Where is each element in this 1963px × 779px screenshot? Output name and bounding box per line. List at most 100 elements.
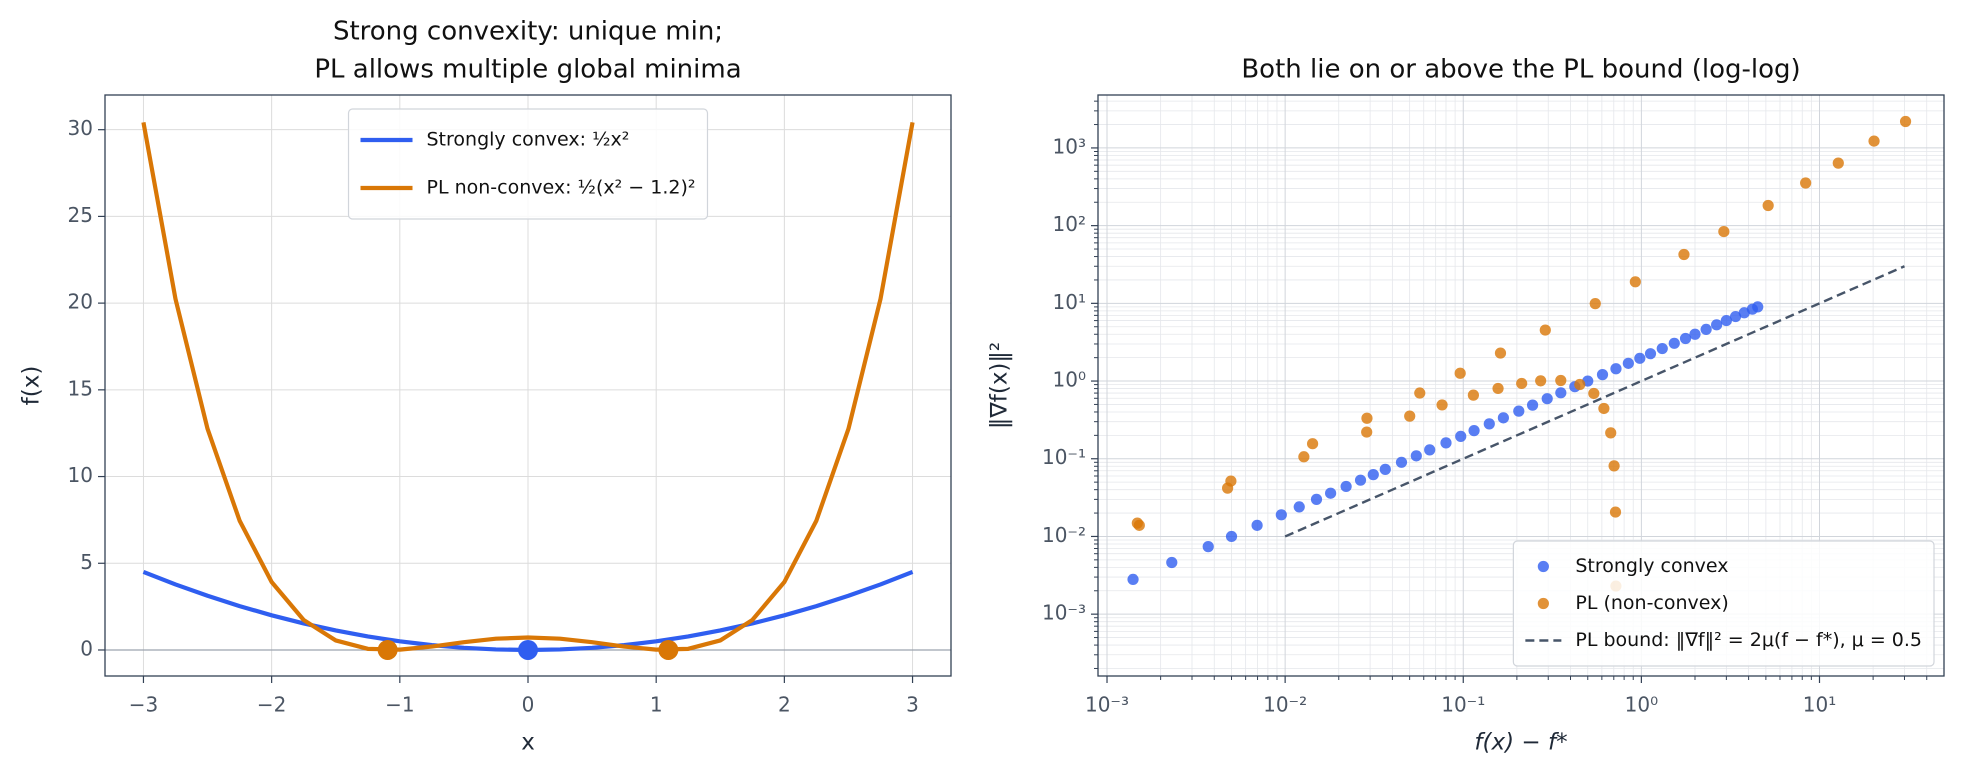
scatter-point [1574, 378, 1586, 391]
x-tick-label: 10⁰ [1625, 693, 1658, 717]
legend-box [347, 108, 709, 220]
scatter-point [1598, 402, 1610, 415]
axes-frame [1097, 94, 1945, 677]
scatter-point [1440, 437, 1452, 449]
plot-area [141, 122, 915, 660]
scatter-point [1629, 276, 1641, 288]
minimum-marker [377, 639, 398, 660]
y-axis-label: f(x) [19, 366, 45, 406]
legend-label: PL (non-convex) [1575, 592, 1728, 614]
y-tick-label: 0 [80, 636, 93, 660]
axes: 10⁻³ 10⁻² 10⁻¹ 10⁰ 10¹ 10⁻³ 10⁻² 10⁻¹ 10⁰ 10¹ 10² 1… [987, 55, 1945, 756]
y-tick-label: 15 [68, 376, 93, 400]
scatter-point [1644, 348, 1657, 360]
scatter-point [1634, 352, 1646, 364]
scatter-point [1293, 501, 1305, 513]
scatter-point [1668, 337, 1680, 349]
minimum-marker [658, 639, 679, 660]
scatter-point [1762, 199, 1774, 212]
scatter-point [1516, 377, 1528, 390]
scatter-point [1535, 375, 1547, 387]
minimum-marker [518, 639, 538, 660]
x-tick-label: 2 [778, 693, 791, 717]
y-tick-label: 25 [68, 203, 93, 227]
scatter-point [1513, 405, 1525, 417]
y-tick-label: 10⁰ [1053, 368, 1086, 392]
scatter-point [1610, 363, 1622, 375]
curve [141, 122, 915, 652]
x-tick-label: 0 [522, 693, 535, 717]
x-tick-label: 10¹ [1803, 693, 1836, 717]
y-tick-label: 10⁻¹ [1042, 445, 1086, 469]
chart-title: Strong convexity: unique min; [333, 17, 723, 47]
scatter-point [1455, 430, 1467, 442]
scatter-point [1678, 248, 1690, 261]
scatter-point [1436, 399, 1448, 411]
legend-box [1512, 540, 1935, 667]
plot-area [1127, 115, 1912, 592]
scatter-point [1424, 444, 1436, 456]
scatter-point [1729, 310, 1742, 323]
scatter-point [1340, 480, 1352, 493]
x-axis-label: f(x) − f* [1474, 730, 1567, 756]
legend-label: Strongly convex [1575, 555, 1728, 577]
scatter-point [1306, 438, 1319, 450]
scatter-point [1711, 319, 1723, 331]
scatter-point [1310, 493, 1323, 505]
scatter-point [1414, 387, 1426, 399]
scatter-point [1555, 374, 1567, 387]
scatter-point [1752, 301, 1764, 313]
scatter-point [1596, 369, 1609, 381]
scatter-point [1718, 225, 1730, 238]
x-tick-label: 3 [906, 693, 919, 717]
x-axis-label: x [521, 730, 535, 756]
scatter-point [1379, 463, 1391, 475]
scatter-point [1483, 418, 1495, 430]
scatter-point [1899, 115, 1912, 128]
legend: Strongly convex PL (non-convex) PL bound: … [1512, 540, 1935, 667]
y-tick-label: 10³ [1053, 134, 1086, 158]
legend-swatch [1537, 560, 1549, 573]
x-tick-label: 10⁻¹ [1441, 693, 1485, 717]
scatter-point [1367, 469, 1379, 481]
x-tick-label: −1 [385, 693, 414, 717]
legend-label: Strongly convex: ½x² [427, 129, 630, 151]
bound-line [1284, 265, 1905, 538]
y-tick-label: 20 [68, 290, 93, 314]
y-tick-label: 10⁻³ [1042, 601, 1086, 625]
scatter-point [1700, 323, 1712, 336]
y-tick-label: 10⁻² [1042, 523, 1086, 547]
scatter-point [1588, 387, 1600, 400]
y-tick-label: 30 [68, 116, 93, 140]
scatter-point [1354, 474, 1367, 486]
y-tick-label: 10 [68, 463, 93, 487]
axes-frame [104, 94, 952, 677]
scatter-point [1868, 135, 1880, 147]
scatter-point [1679, 332, 1692, 345]
legend: Strongly convex: ½x² PL non-convex: ½(x² … [347, 108, 709, 220]
scatter-point [1608, 460, 1620, 472]
scatter-point [1609, 506, 1622, 518]
legend-label: PL non-convex: ½(x² − 1.2)² [427, 177, 696, 199]
scatter-point [1539, 324, 1551, 336]
scatter-point [1497, 412, 1509, 424]
scatter-point [1622, 357, 1634, 369]
scatter-point [1275, 509, 1287, 521]
scatter-point [1202, 541, 1214, 553]
x-tick-label: 10⁻³ [1085, 693, 1129, 717]
x-tick-label: 1 [650, 693, 663, 717]
scatter-point [1454, 367, 1466, 379]
scatter-point [1395, 456, 1408, 468]
scatter-point [1492, 382, 1504, 395]
scatter-point [1689, 328, 1701, 340]
scatter-point [1133, 519, 1145, 531]
scatter-point [1127, 573, 1139, 586]
y-tick-label: 10² [1053, 212, 1086, 236]
chart-title: PL allows multiple global minima [314, 55, 741, 85]
x-tick-label: −3 [129, 693, 158, 717]
scatter-point [1361, 412, 1373, 424]
y-tick-label: 10¹ [1053, 290, 1086, 314]
scatter-point [1720, 314, 1732, 327]
scatter-point [1832, 157, 1844, 169]
